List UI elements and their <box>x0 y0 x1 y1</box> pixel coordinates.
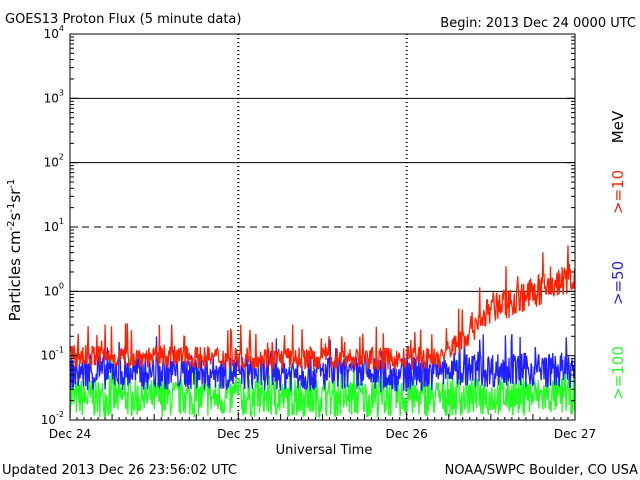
y-tick-label-1: 10-1 <box>41 346 64 363</box>
begin-time: Begin: 2013 Dec 24 0000 UTC <box>440 16 636 31</box>
credit: NOAA/SWPC Boulder, CO USA <box>445 463 638 478</box>
series-layer <box>69 245 576 419</box>
svg-text:Particles cm-2s-1sr-1: Particles cm-2s-1sr-1 <box>6 179 24 322</box>
y-tick-label-5: 103 <box>44 88 64 105</box>
x-tick-label-0: Dec 24 <box>49 427 91 441</box>
x-tick-label-3: Dec 27 <box>554 427 596 441</box>
x-tick-label-1: Dec 25 <box>217 427 259 441</box>
series-line-2 <box>69 356 576 419</box>
legend: MeV >=10 >=50 >=100 <box>609 110 627 400</box>
legend-label-3: >=100 <box>609 346 627 400</box>
chart-title: GOES13 Proton Flux (5 minute data) <box>5 12 241 27</box>
y-tick-label-6: 104 <box>44 24 64 41</box>
y-tick-label-4: 102 <box>44 153 64 170</box>
x-tick-label-2: Dec 26 <box>386 427 428 441</box>
x-axis-title: Universal Time <box>276 443 373 458</box>
y-tick-label-3: 101 <box>44 217 64 234</box>
series-line-0 <box>69 245 576 371</box>
legend-label-2: >=50 <box>609 261 627 305</box>
y-tick-label-0: 10-2 <box>41 410 64 427</box>
series-line-1 <box>69 334 576 392</box>
legend-label-1: >=10 <box>609 170 627 214</box>
updated-time: Updated 2013 Dec 26 23:56:02 UTC <box>2 463 237 478</box>
legend-label-0: MeV <box>609 110 627 143</box>
axes: 10-2 10-1 100 101 102 103 104 Dec 24 Dec 25 Dec 2… <box>41 24 596 441</box>
y-axis-title: Particles cm-2s-1sr-1 <box>6 179 24 322</box>
y-tick-label-2: 100 <box>44 281 64 298</box>
plot-area <box>70 34 575 420</box>
